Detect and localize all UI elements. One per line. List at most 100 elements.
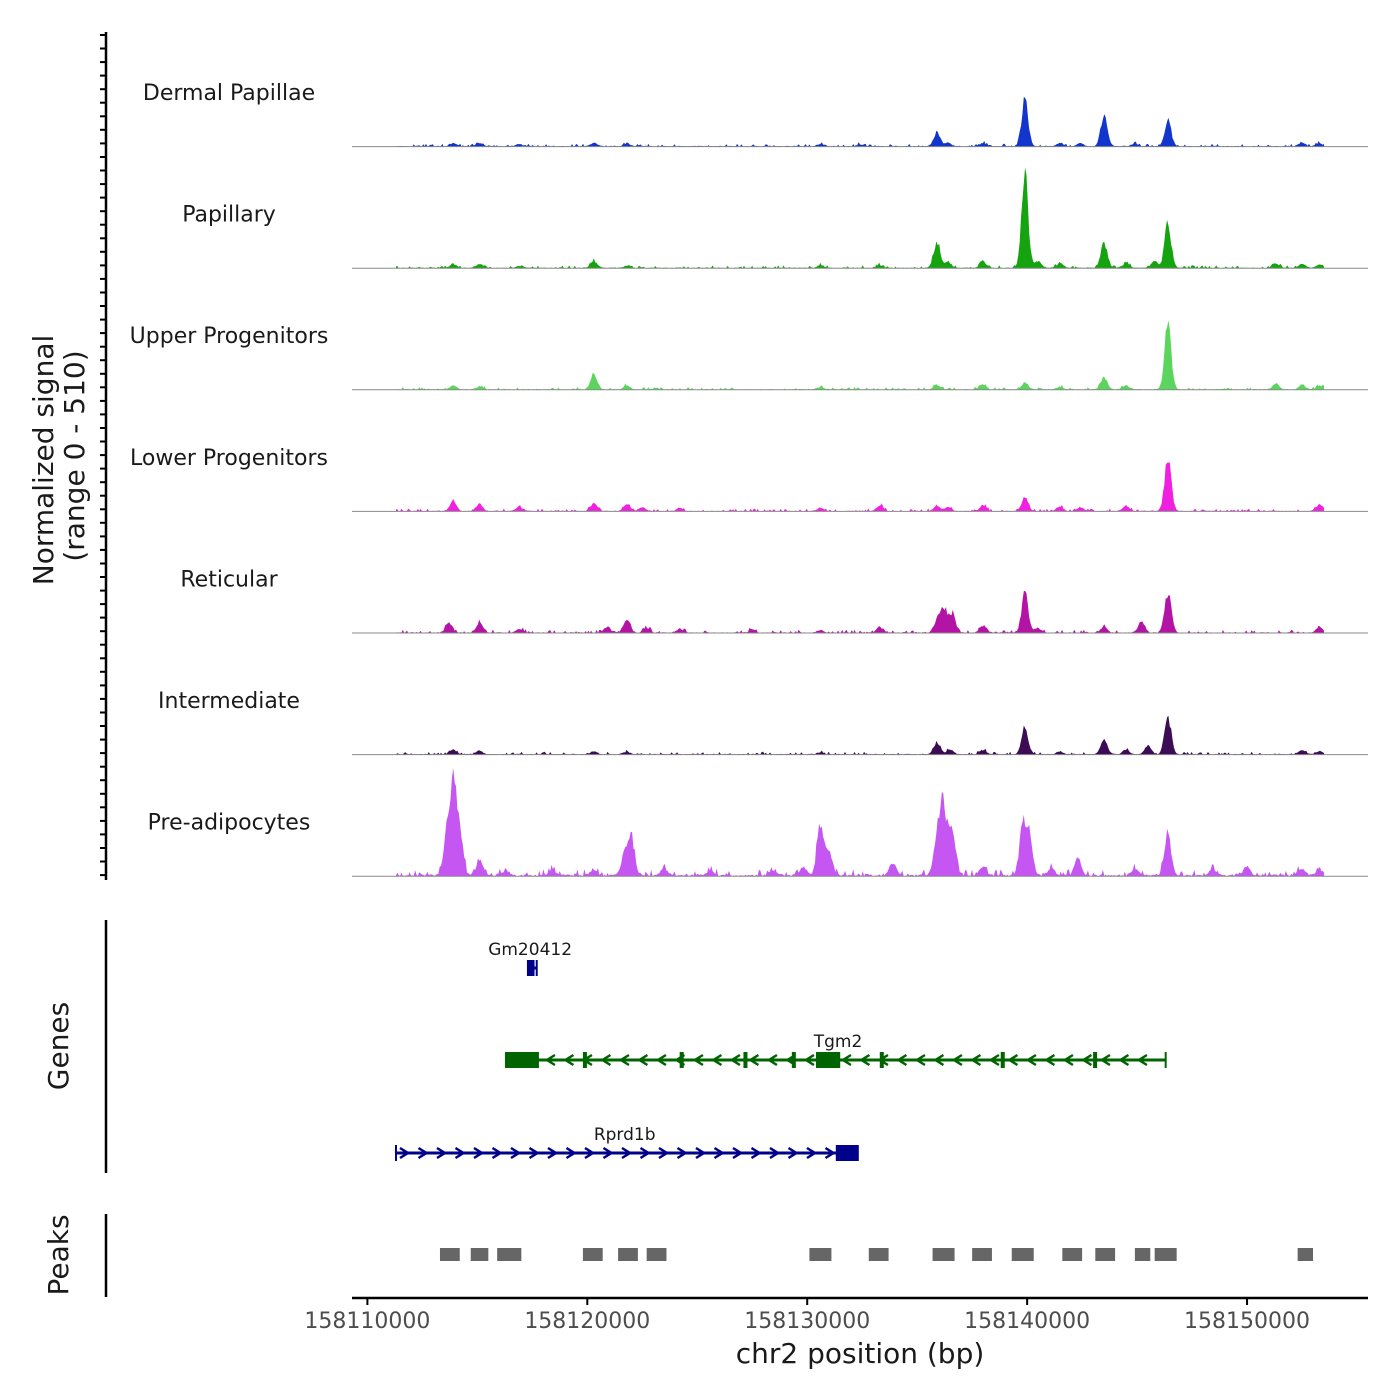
strand-arrow [491,1146,503,1160]
strand-arrow [803,1053,815,1067]
strand-arrow [655,1053,667,1067]
peak-region [809,1248,832,1261]
peak-region [1062,1248,1083,1261]
signal-tracks: Dermal Papillae Papillary Upper Progenitor… [130,81,1368,877]
signal-area [396,590,1324,633]
strand-arrow [1044,1053,1056,1067]
track-label: Dermal Papillae [143,81,315,106]
peak-region [972,1248,992,1261]
x-axis-label: chr2 position (bp) [736,1337,985,1370]
x-tick-label: 158120000 [524,1309,650,1334]
strand-arrow [713,1146,725,1160]
peak-region [1134,1248,1151,1261]
strand-arrow [454,1146,466,1160]
signal-area [396,97,1324,147]
strand-arrow [933,1053,945,1067]
strand-arrow [417,1146,429,1160]
exon [743,1052,748,1068]
strand-arrow [618,1053,630,1067]
gene-tgm2: Tgm2 [504,1032,1167,1068]
strand-arrow [1062,1053,1074,1067]
strand-arrow [510,1146,522,1160]
strand-arrow [729,1053,741,1067]
strand-arrow [732,1146,744,1160]
x-axis: 158110000 158120000 158130000 158140000 1581… [304,1296,1368,1334]
track-label: Pre-adipocytes [148,811,311,836]
strand-arrow [584,1146,596,1160]
track-label: Papillary [182,203,276,228]
x-tick-label: 158140000 [964,1309,1090,1334]
strand-arrow [859,1053,871,1067]
strand-arrow [528,1146,540,1160]
peak-region [868,1248,889,1261]
peaks-label: Peaks [42,1214,75,1295]
strand-arrow [711,1053,723,1067]
peak-region [646,1248,667,1261]
peak-region [1011,1248,1034,1261]
genes-label: Genes [42,1002,75,1090]
track-intermediate: Intermediate [158,689,1368,756]
strand-arrow [692,1053,704,1067]
strand-arrow [914,1053,926,1067]
strand-arrow [750,1146,762,1160]
track-upper-progenitors: Upper Progenitors [130,320,1368,391]
signal-y-axis [100,32,108,880]
exon [1093,1052,1098,1068]
strand-arrow [896,1053,908,1067]
track-label: Upper Progenitors [130,324,329,349]
strand-arrow [766,1053,778,1067]
signal-area [396,768,1324,877]
peak-region [932,1248,955,1261]
track-papillary: Papillary [182,167,1368,269]
strand-arrow [676,1146,688,1160]
x-tick-label: 158110000 [304,1309,430,1334]
strand-arrow [563,1053,575,1067]
gene-name: Tgm2 [813,1032,863,1052]
track-label: Lower Progenitors [130,446,328,471]
strand-arrow [436,1146,448,1160]
strand-arrow [621,1146,633,1160]
strand-arrow [1118,1053,1130,1067]
strand-arrow [748,1053,760,1067]
strand-arrow [1081,1053,1093,1067]
peak-region [1297,1248,1314,1261]
strand-arrow [544,1053,556,1067]
peak-region [497,1248,522,1261]
strand-arrow [787,1146,799,1160]
exon [582,1052,587,1068]
gene-name: Gm20412 [488,940,572,960]
strand-arrow [658,1146,670,1160]
strand-arrow [824,1146,836,1160]
strand-arrow [547,1146,559,1160]
track-label: Intermediate [158,689,300,714]
strand-arrow [840,1053,852,1067]
peak-region [618,1248,638,1261]
peak-region [1154,1248,1177,1261]
signal-area [396,320,1324,390]
gene-rprd1b: Rprd1b [394,1125,859,1161]
peak-regions-track [439,1248,1314,1261]
gene-gm20412: Gm20412 [488,940,572,976]
exon [791,1052,796,1068]
exon [835,1145,858,1161]
strand-arrow [769,1146,781,1160]
peak-region [582,1248,603,1261]
exon [816,1052,841,1068]
strand-arrow [1007,1053,1019,1067]
strand-arrow [602,1146,614,1160]
strand-arrow [639,1146,651,1160]
strand-arrow [565,1146,577,1160]
track-label: Reticular [180,567,278,592]
exon [527,960,535,976]
x-tick-label: 158150000 [1184,1309,1310,1334]
strand-arrow [988,1053,1000,1067]
strand-arrow [473,1146,485,1160]
x-tick-label: 158130000 [744,1309,870,1334]
signal-area [396,167,1324,269]
strand-arrow [1025,1053,1037,1067]
track-dermal-papillae: Dermal Papillae [143,81,1368,148]
strand-arrow [1136,1053,1148,1067]
gene-annotation-track: Gm20412 Tgm2 Rprd1b [394,940,1167,1161]
track-reticular: Reticular [180,567,1368,634]
